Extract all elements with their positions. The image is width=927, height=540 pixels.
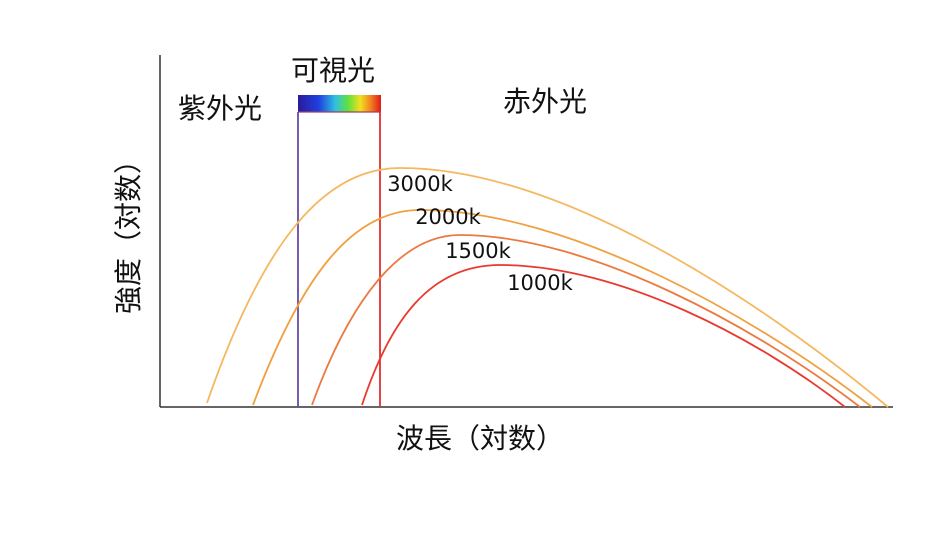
visible-spectrum [298, 95, 381, 112]
ir-label: 赤外光 [503, 85, 587, 118]
visible-label: 可視光 [291, 54, 375, 87]
curve-1000k [361, 264, 846, 408]
x-axis-label: 波長（対数） [396, 422, 564, 455]
uv-label: 紫外光 [178, 92, 262, 125]
y-axis-label: 強度（対数） [112, 146, 145, 314]
curve-3000k [206, 167, 889, 408]
curve-label: 3000k [387, 172, 453, 196]
curve-label: 1500k [445, 239, 511, 263]
curve-label: 2000k [415, 205, 481, 229]
curve-1500k [311, 234, 861, 408]
curve-2000k [252, 209, 873, 408]
curve-label: 1000k [507, 271, 573, 295]
